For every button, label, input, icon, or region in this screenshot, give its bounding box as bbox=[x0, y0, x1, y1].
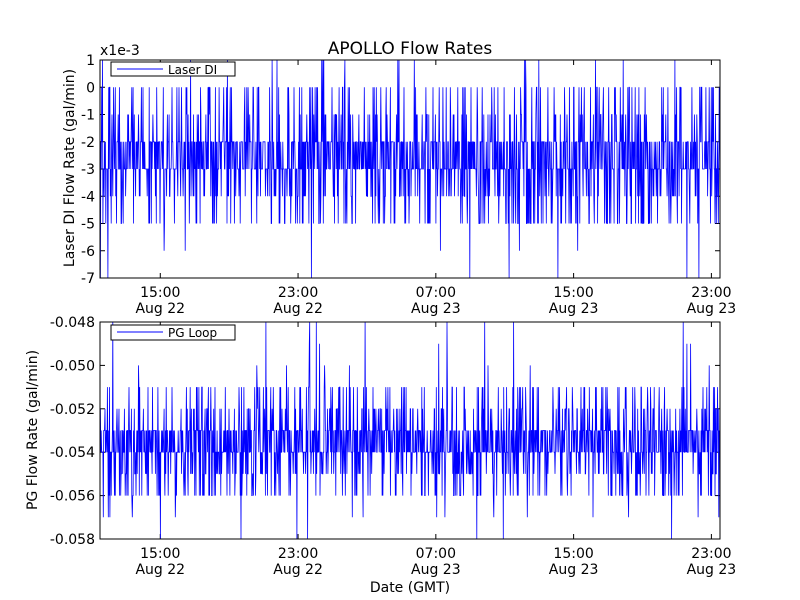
top-y-tick-label: 0 bbox=[86, 80, 95, 96]
bottom-y-tick-label: -0.056 bbox=[50, 489, 95, 505]
top-legend-label: Laser DI bbox=[168, 63, 217, 77]
bottom-y-axis-label: PG Flow Rate (gal/min) bbox=[25, 350, 41, 510]
top-legend-box bbox=[110, 61, 236, 77]
bottom-x-tick-label: 07:00 bbox=[416, 546, 456, 562]
bottom-legend: PG Loop bbox=[110, 324, 236, 341]
top-x-tick-label: Aug 23 bbox=[549, 301, 599, 317]
bottom-x-tick-label: 15:00 bbox=[553, 546, 593, 562]
top-y-axis-label: Laser DI Flow Rate (gal/min) bbox=[62, 69, 78, 267]
top-y-tick-label: -6 bbox=[81, 244, 95, 260]
top-scale-note: x1e-3 bbox=[100, 43, 140, 59]
bottom-x-tick-label: Aug 23 bbox=[687, 562, 737, 578]
bottom-y-tick-label: -0.052 bbox=[50, 402, 95, 418]
top-x-tick-label: 15:00 bbox=[140, 285, 180, 301]
bottom-y-tick-label: -0.048 bbox=[50, 315, 95, 331]
top-x-tick-label: Aug 22 bbox=[135, 301, 185, 317]
top-x-tick-label: 23:00 bbox=[691, 285, 731, 301]
top-x-tick-label: Aug 23 bbox=[687, 301, 737, 317]
top-chart-panel: APOLLO Flow Rates x1e-3 Laser DI Flow Ra… bbox=[62, 39, 736, 317]
bottom-plot-frame bbox=[99, 321, 721, 540]
bottom-tick-group: -0.048 -0.050 -0.052 -0.054 -0.056 -0.058 15:0… bbox=[50, 315, 736, 578]
top-series-laser-di bbox=[99, 59, 721, 279]
top-y-tick-label: -1 bbox=[81, 108, 95, 124]
bottom-y-tick-label: -0.050 bbox=[50, 358, 95, 374]
top-plot-frame bbox=[99, 59, 721, 279]
top-x-tick-label: 07:00 bbox=[416, 285, 456, 301]
top-y-tick-label: -5 bbox=[81, 217, 95, 233]
top-x-tick-label: Aug 22 bbox=[273, 301, 323, 317]
x-axis-label: Date (GMT) bbox=[370, 580, 450, 596]
top-y-tick-label: 1 bbox=[86, 53, 95, 69]
bottom-x-tick-label: 15:00 bbox=[140, 546, 180, 562]
top-y-tick-label: -7 bbox=[81, 271, 95, 287]
bottom-x-tick-label: 23:00 bbox=[691, 546, 731, 562]
top-series-line bbox=[99, 59, 721, 279]
bottom-x-tick-label: Aug 23 bbox=[411, 562, 461, 578]
bottom-series-pg-loop bbox=[99, 321, 721, 540]
top-y-tick-label: -3 bbox=[81, 162, 95, 178]
bottom-x-tick-label: Aug 23 bbox=[549, 562, 599, 578]
bottom-legend-label: PG Loop bbox=[168, 326, 217, 340]
bottom-chart-panel: PG Flow Rate (gal/min) Date (GMT) -0.048… bbox=[25, 315, 736, 596]
bottom-y-tick-label: -0.054 bbox=[50, 445, 95, 461]
top-x-tick-label: 23:00 bbox=[278, 285, 318, 301]
chart-title: APOLLO Flow Rates bbox=[328, 39, 493, 59]
top-legend: Laser DI bbox=[110, 61, 236, 77]
top-x-tick-label: Aug 23 bbox=[411, 301, 461, 317]
top-y-tick-label: -2 bbox=[81, 135, 95, 151]
bottom-series-line bbox=[99, 321, 721, 540]
bottom-x-tick-label: Aug 22 bbox=[135, 562, 185, 578]
bottom-legend-box bbox=[110, 324, 236, 341]
bottom-x-tick-label: 23:00 bbox=[278, 546, 318, 562]
top-y-tick-label: -4 bbox=[81, 189, 95, 205]
bottom-y-tick-label: -0.058 bbox=[50, 532, 95, 548]
bottom-x-tick-label: Aug 22 bbox=[273, 562, 323, 578]
top-x-tick-label: 15:00 bbox=[553, 285, 593, 301]
